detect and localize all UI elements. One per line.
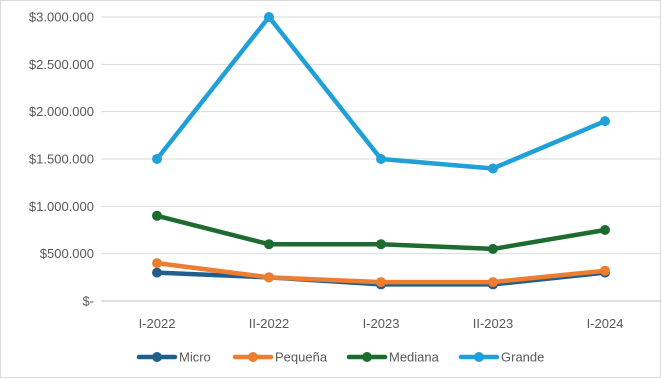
legend-item-2: Mediana <box>349 350 440 365</box>
data-point-2-3 <box>488 244 498 254</box>
legend-item-0: Micro <box>139 350 211 365</box>
data-point-1-1 <box>264 272 274 282</box>
x-axis-tick-labels: I-2022 II-2022 I-2023 II-2023 I-2024 <box>139 316 624 331</box>
data-point-2-2 <box>376 239 386 249</box>
x-tick-label-0: I-2022 <box>139 316 176 331</box>
y-tick-label-5: $2.500.000 <box>29 57 94 72</box>
data-point-3-2 <box>376 154 386 164</box>
series-1 <box>152 258 610 287</box>
legend-swatch-marker-2 <box>362 352 372 362</box>
legend-label-3: Grande <box>501 350 544 365</box>
data-point-3-3 <box>488 163 498 173</box>
legend-label-0: Micro <box>179 350 211 365</box>
y-tick-label-0: $- <box>82 294 94 309</box>
series-3 <box>152 12 610 173</box>
data-point-2-4 <box>600 225 610 235</box>
data-point-3-0 <box>152 154 162 164</box>
series-line-3 <box>157 17 605 168</box>
y-tick-label-1: $500.000 <box>40 246 94 261</box>
legend-swatch-marker-0 <box>152 352 162 362</box>
data-point-3-4 <box>600 116 610 126</box>
x-tick-label-3: II-2023 <box>473 316 513 331</box>
y-tick-label-4: $2.000.000 <box>29 104 94 119</box>
data-point-0-0 <box>152 268 162 278</box>
y-axis-tick-labels: $- $500.000 $1.000.000 $1.500.000 $2.000.000… <box>29 10 94 309</box>
legend-label-1: Pequeña <box>275 350 328 365</box>
data-point-1-3 <box>488 277 498 287</box>
legend-item-3: Grande <box>461 350 544 365</box>
legend: Micro Pequeña Mediana Grande <box>139 350 544 365</box>
series-2 <box>152 211 610 254</box>
y-tick-label-6: $3.000.000 <box>29 10 94 25</box>
legend-swatch-marker-3 <box>474 352 484 362</box>
x-tick-label-1: II-2022 <box>249 316 289 331</box>
y-tick-label-2: $1.000.000 <box>29 199 94 214</box>
legend-item-1: Pequeña <box>235 350 328 365</box>
legend-swatch-marker-1 <box>248 352 258 362</box>
data-point-1-0 <box>152 258 162 268</box>
y-tick-label-3: $1.500.000 <box>29 152 94 167</box>
series-lines <box>152 12 610 289</box>
data-point-1-2 <box>376 277 386 287</box>
x-tick-label-2: I-2023 <box>363 316 400 331</box>
data-point-2-1 <box>264 239 274 249</box>
data-point-1-4 <box>600 266 610 276</box>
x-tick-label-4: I-2024 <box>587 316 624 331</box>
legend-label-2: Mediana <box>389 350 440 365</box>
data-point-2-0 <box>152 211 162 221</box>
data-point-3-1 <box>264 12 274 22</box>
